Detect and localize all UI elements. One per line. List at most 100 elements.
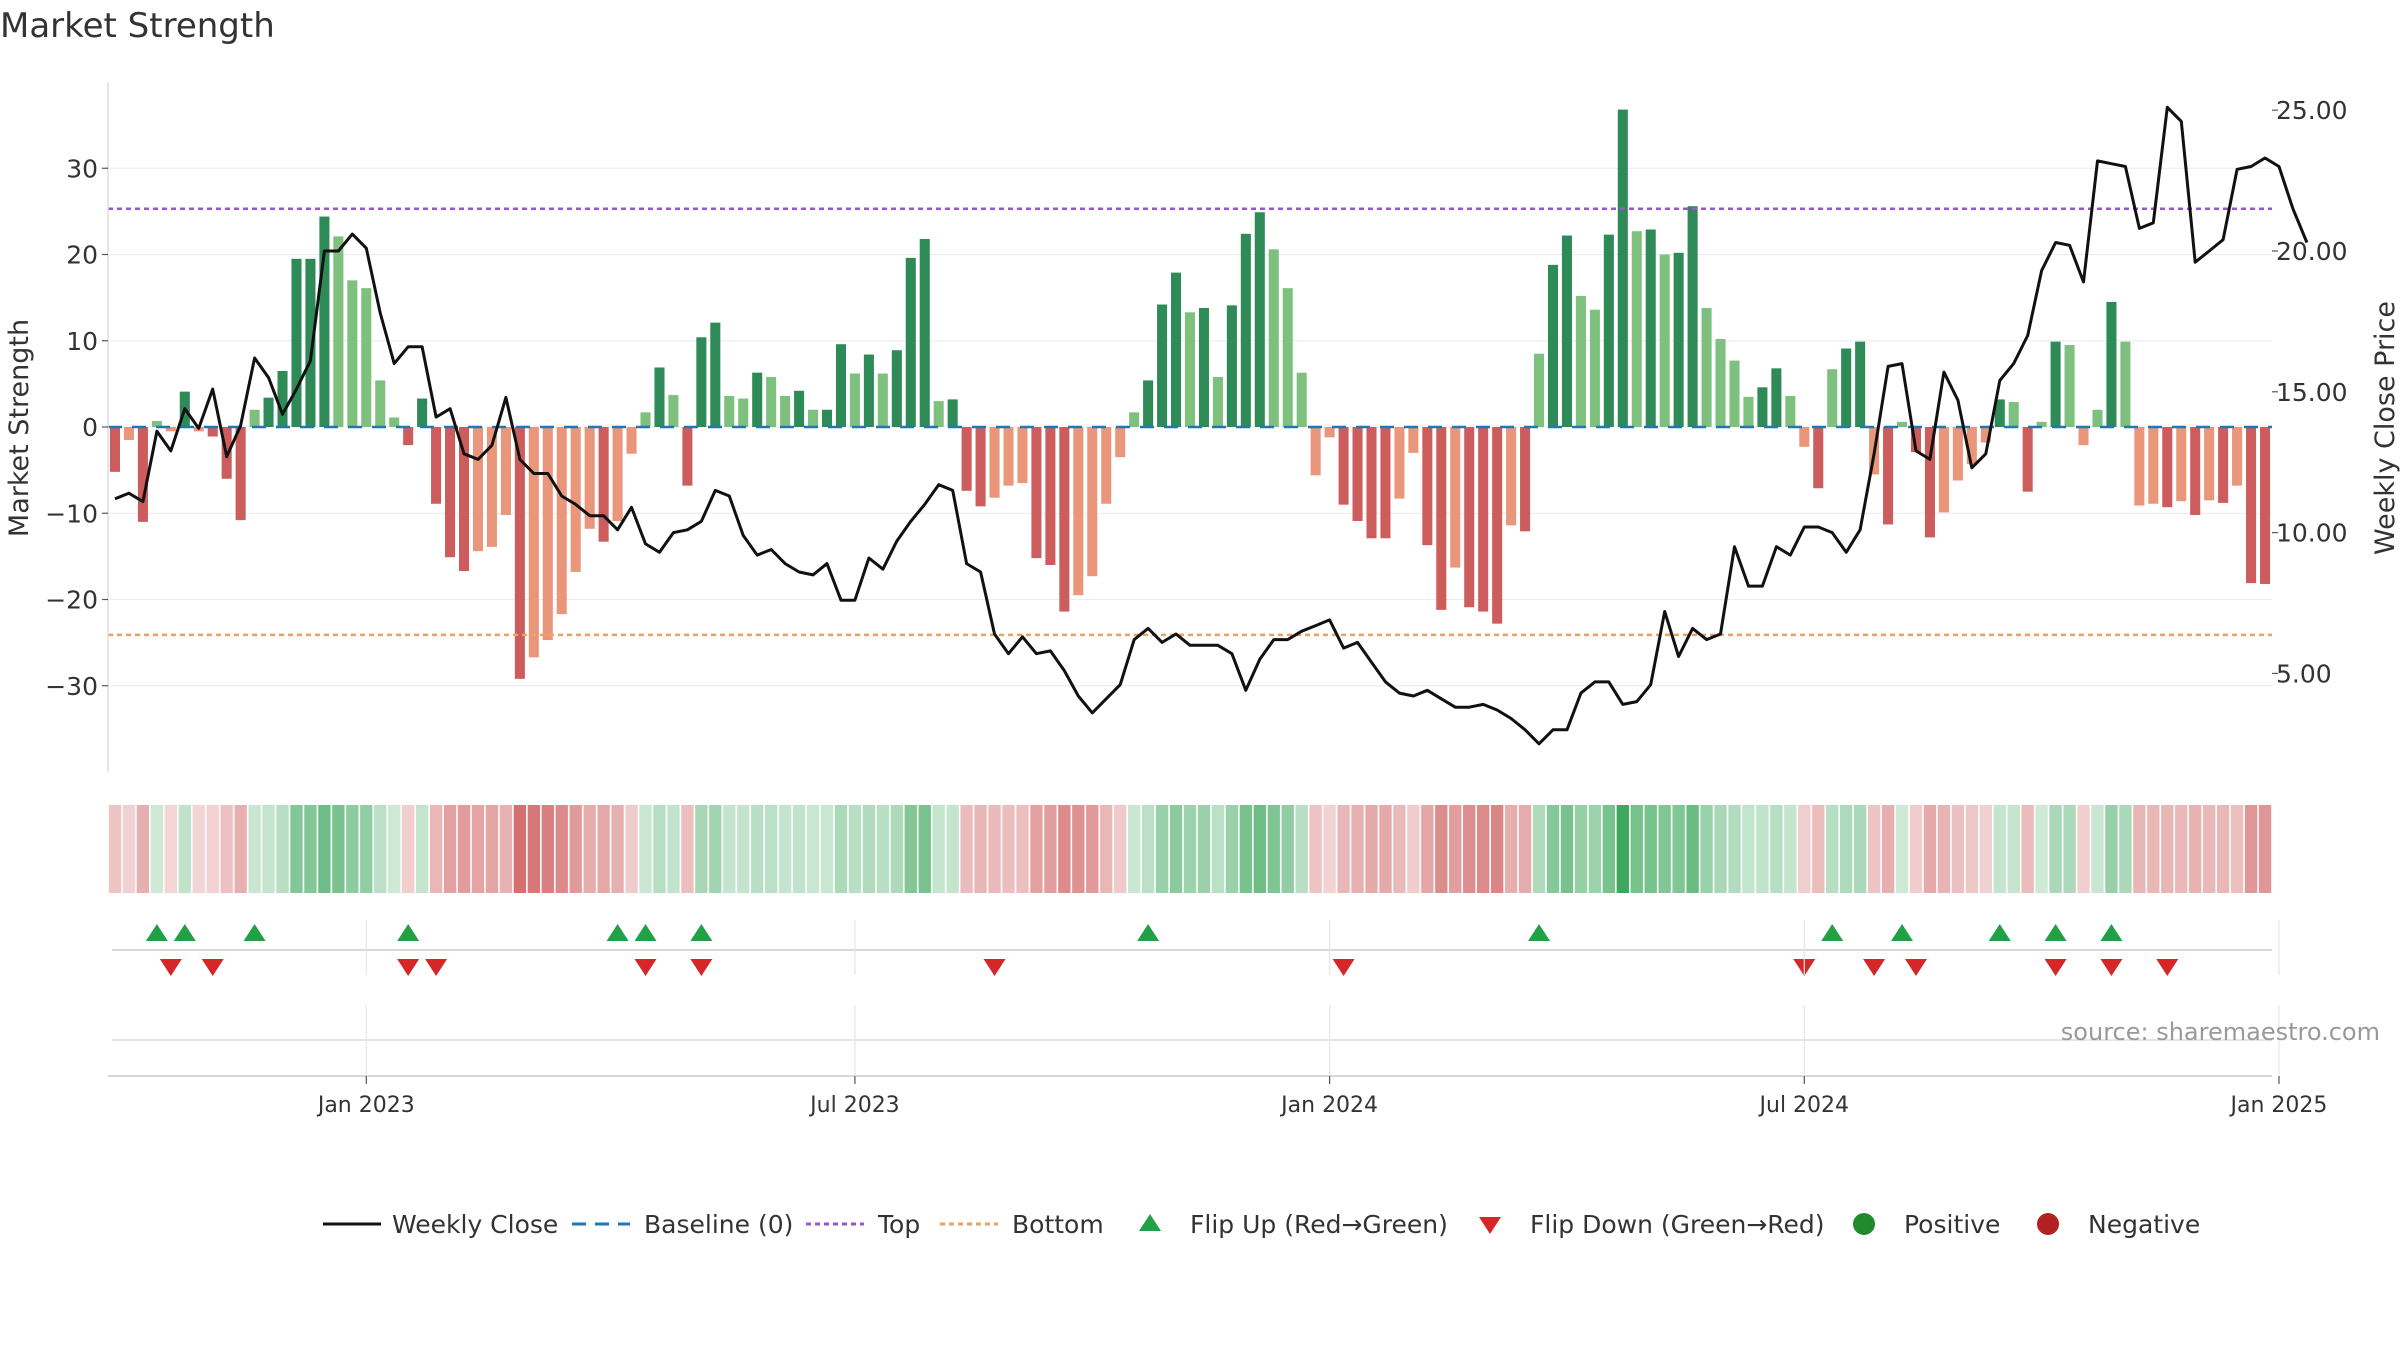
heat-cell bbox=[2161, 805, 2174, 893]
heat-cell bbox=[1030, 805, 1043, 893]
heat-cell bbox=[890, 805, 903, 893]
heat-cell bbox=[1937, 805, 1951, 893]
heat-cell bbox=[778, 805, 792, 893]
strength-bar bbox=[1101, 427, 1112, 504]
heat-cell bbox=[206, 805, 219, 893]
strength-bar bbox=[1352, 427, 1363, 522]
strength-bar bbox=[1910, 427, 1922, 453]
heat-cell bbox=[178, 805, 191, 893]
strength-bar bbox=[1938, 427, 1949, 513]
x-axis-tick-label: Jan 2024 bbox=[1279, 1093, 1378, 1118]
left-axis-label: Market Strength bbox=[4, 319, 35, 537]
strength-bar bbox=[109, 427, 121, 472]
heat-cell bbox=[1253, 805, 1266, 893]
heat-cell bbox=[1141, 805, 1155, 893]
flip-up-marker bbox=[173, 924, 196, 941]
flip-down-marker bbox=[1863, 959, 1886, 976]
heat-cell bbox=[136, 805, 150, 893]
heat-cell bbox=[415, 805, 429, 893]
left-axis: 30 20 10 0 −10 −20 −30 bbox=[45, 82, 109, 772]
strength-bar bbox=[1966, 427, 1977, 465]
heat-cell bbox=[1155, 805, 1169, 893]
strength-bar bbox=[347, 280, 358, 427]
strength-bar bbox=[598, 427, 609, 542]
heat-cell bbox=[2244, 805, 2258, 893]
strength-bar bbox=[1855, 341, 1866, 427]
strength-bar bbox=[682, 427, 693, 486]
strength-bar bbox=[1184, 312, 1196, 427]
strength-bar bbox=[500, 427, 511, 515]
heat-cell bbox=[1169, 805, 1183, 893]
strength-bar bbox=[863, 354, 874, 427]
heat-cell bbox=[653, 805, 666, 893]
heat-cell bbox=[1630, 805, 1643, 893]
heat-cell bbox=[2175, 805, 2188, 893]
strength-bar bbox=[1715, 339, 1726, 427]
strength-bar bbox=[808, 409, 819, 427]
right-axis: 25.00 20.00 15.00 10.00 5.00 bbox=[2272, 96, 2348, 688]
strength-bar bbox=[431, 427, 442, 504]
flip-up-marker bbox=[397, 924, 420, 941]
right-axis-tick-label: 15.00 bbox=[2276, 378, 2348, 407]
flip-markers-panel bbox=[112, 924, 2272, 976]
heat-cell bbox=[2189, 805, 2202, 893]
strength-bar bbox=[2092, 409, 2103, 427]
strength-bar bbox=[1701, 307, 1712, 427]
heat-cell bbox=[918, 805, 931, 893]
heat-cell bbox=[792, 805, 806, 893]
flip-down-marker bbox=[1904, 959, 1927, 976]
flip-down-marker bbox=[159, 959, 182, 976]
legend-label: Flip Down (Green→Red) bbox=[1530, 1210, 1825, 1239]
strength-bar bbox=[249, 409, 260, 427]
heat-cell bbox=[1658, 805, 1671, 893]
strength-bar bbox=[1254, 212, 1265, 427]
legend-label: Weekly Close bbox=[392, 1210, 558, 1239]
heat-cell bbox=[1784, 805, 1797, 893]
heat-cell bbox=[304, 805, 317, 893]
flip-down-marker bbox=[634, 959, 657, 976]
strength-bar bbox=[640, 412, 651, 427]
flip-up-marker bbox=[2044, 924, 2067, 941]
heat-cell bbox=[1742, 805, 1755, 893]
heat-cell bbox=[1127, 805, 1141, 893]
strength-bar bbox=[556, 427, 567, 615]
strength-bar bbox=[2120, 341, 2131, 427]
heat-cell bbox=[709, 805, 722, 893]
strength-bar bbox=[1506, 427, 1517, 526]
strength-bar bbox=[780, 395, 791, 427]
strength-bar bbox=[403, 427, 414, 446]
heat-cell bbox=[1477, 805, 1490, 893]
heat-cell bbox=[1518, 805, 1532, 893]
flip-up-marker bbox=[606, 924, 629, 941]
strength-bar bbox=[1547, 264, 1559, 427]
heat-cell bbox=[220, 805, 233, 893]
strength-bar bbox=[1603, 234, 1614, 427]
heat-cell bbox=[2021, 805, 2034, 893]
heat-cell bbox=[1853, 805, 1867, 893]
strength-bar bbox=[1115, 427, 1126, 458]
heat-cell bbox=[1560, 805, 1574, 893]
strength-bar bbox=[1687, 206, 1698, 427]
strength-bar bbox=[137, 427, 148, 522]
heat-cell bbox=[1700, 805, 1713, 893]
heat-cell bbox=[1211, 805, 1225, 893]
heat-cell bbox=[1463, 805, 1476, 893]
strength-bar bbox=[933, 401, 944, 427]
heat-cell bbox=[2007, 805, 2020, 893]
flip-down-marker bbox=[201, 959, 224, 976]
heat-cell bbox=[262, 805, 275, 893]
strength-bar bbox=[361, 288, 372, 427]
heat-cell bbox=[1965, 805, 1979, 893]
strength-bar bbox=[724, 395, 735, 427]
left-axis-tick-label: 20 bbox=[66, 241, 98, 270]
strength-bar bbox=[2148, 427, 2159, 504]
heat-cell bbox=[1881, 805, 1895, 893]
legend: Weekly Close Baseline (0) Top Bottom Flip Up… bbox=[323, 1210, 2200, 1239]
flip-up-marker bbox=[2100, 924, 2123, 941]
strength-bar bbox=[821, 409, 833, 427]
flip-up-marker bbox=[1988, 924, 2011, 941]
strength-bar bbox=[1924, 427, 1935, 538]
heat-cell bbox=[1490, 805, 1504, 893]
chart-title: Market Strength bbox=[0, 6, 275, 46]
strength-bar bbox=[305, 258, 316, 427]
